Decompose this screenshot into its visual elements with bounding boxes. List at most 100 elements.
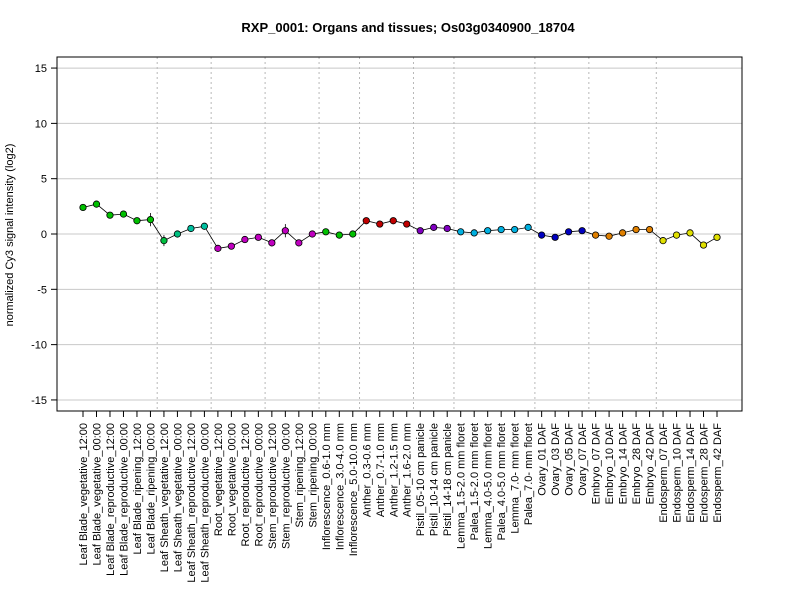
data-point-33: [524, 223, 532, 231]
data-point-32: [511, 225, 519, 234]
group-separators: [156, 57, 657, 411]
data-point-21: [362, 217, 370, 225]
x-tick-label-3: Leaf Blade_reproductive_00:00: [118, 423, 130, 576]
data-point-24: [403, 220, 411, 228]
x-tick-label-18: Inflorescence_0.6-1.0 mm: [321, 423, 333, 550]
data-point-12: [241, 235, 249, 244]
data-point-1: [92, 200, 101, 208]
y-tick-label-5: 10: [35, 118, 47, 130]
data-point-15: [281, 227, 289, 235]
y-tick-label-6: 15: [35, 63, 47, 75]
data-point-26: [430, 223, 438, 231]
data-point-19: [335, 231, 343, 239]
x-tick-label-7: Leaf Sheath_vegetative_00:00: [172, 423, 184, 572]
x-tick-label-23: Anther_1.2-1.5 mm: [388, 423, 400, 517]
x-tick-label-33: Palea_7.0- mm floret: [523, 423, 535, 525]
data-point-34: [538, 231, 546, 239]
x-tick-label-9: Leaf Sheath_reproductive_00:00: [199, 423, 211, 583]
x-tick-label-41: Embryo_28 DAF: [631, 423, 643, 505]
data-point-7: [173, 230, 182, 238]
x-tick-label-13: Root_reproductive_00:00: [253, 423, 265, 547]
data-point-10: [214, 244, 222, 252]
data-point-43: [659, 237, 667, 245]
x-tick-label-27: Pistil_14-18 cm panicle: [442, 423, 454, 536]
x-tick-label-22: Anther_0.7-1.0 mm: [375, 423, 387, 517]
data-point-6: [160, 237, 168, 245]
x-tick-label-16: Stem_ripening_12:00: [294, 423, 306, 528]
data-point-3: [119, 210, 128, 218]
x-tick-label-11: Root_vegetative_00:00: [226, 423, 238, 536]
series-line: [82, 203, 718, 249]
x-tick-label-25: Pistil_05-10 cm panicle: [415, 423, 427, 536]
data-point-47: [713, 233, 721, 241]
x-tick-label-30: Lemma_4.0-5.0 mm floret: [483, 423, 495, 549]
data-point-20: [349, 230, 357, 238]
x-tick-label-44: Endosperm_10 DAF: [672, 423, 684, 523]
y-tick-label-3: 0: [41, 229, 47, 241]
x-tick-label-21: Anther_0.3-0.6 mm: [361, 423, 373, 517]
x-tick-label-46: Endosperm_28 DAF: [699, 423, 711, 523]
grid: [57, 67, 742, 401]
x-tick-label-10: Root_vegetative_12:00: [213, 423, 225, 536]
data-point-45: [686, 229, 694, 237]
data-point-11: [227, 242, 235, 250]
x-tick-label-34: Ovary_01 DAF: [537, 423, 549, 496]
data-point-27: [443, 224, 451, 233]
data-point-37: [578, 227, 586, 235]
y-tick-label-0: -15: [31, 395, 47, 407]
data-point-18: [322, 228, 330, 236]
x-tick-label-45: Endosperm_14 DAF: [685, 423, 697, 523]
data-point-28: [457, 228, 465, 236]
y-axis: -15 -10 -5 0 5 10 15: [31, 63, 57, 407]
x-tick-label-19: Inflorescence_3.0-4.0 mm: [334, 423, 346, 550]
data-point-36: [565, 228, 573, 236]
x-tick-label-20: Inflorescence_5.0-10.0 mm: [348, 423, 360, 556]
x-tick-label-31: Palea_4.0-5.0 mm floret: [496, 423, 508, 540]
x-tick-label-2: Leaf Blade_reproductive_12:00: [105, 423, 117, 576]
x-tick-label-28: Lemma_1.5-2.0 mm floret: [456, 423, 468, 549]
x-tick-label-38: Embryo_07 DAF: [591, 423, 603, 505]
x-tick-label-24: Anther_1.6-2.0 mm: [402, 423, 414, 517]
data-point-25: [416, 227, 424, 235]
x-tick-label-0: Leaf Blade_vegetative_12:00: [78, 423, 90, 566]
data-point-0: [79, 203, 87, 212]
x-tick-label-5: Leaf Blade_ripening_00:00: [145, 423, 157, 555]
data-point-44: [672, 231, 681, 239]
data-point-23: [389, 217, 397, 225]
y-axis-label: normalized Cy3 signal intensity (log2): [4, 144, 16, 327]
data-point-35: [551, 233, 559, 241]
data-point-29: [470, 229, 478, 237]
x-tick-label-35: Ovary_03 DAF: [550, 423, 562, 496]
x-tick-label-42: Embryo_42 DAF: [645, 423, 657, 505]
data-point-40: [618, 229, 627, 237]
chart-title: RXP_0001: Organs and tissues; Os03g03409…: [241, 20, 575, 35]
x-tick-label-14: Stem_reproductive_12:00: [267, 423, 279, 549]
x-tick-label-43: Endosperm_07 DAF: [658, 423, 670, 523]
x-tick-label-39: Embryo_10 DAF: [604, 423, 616, 505]
x-tick-label-29: Palea_1.5-2.0 mm floret: [469, 423, 481, 540]
data-point-39: [605, 232, 613, 240]
x-tick-label-1: Leaf Blade_vegetative_00:00: [91, 423, 103, 566]
data-point-30: [484, 227, 492, 235]
x-tick-label-17: Stem_ripening_00:00: [307, 423, 319, 528]
data-point-13: [254, 233, 262, 241]
data-point-2: [106, 211, 114, 219]
x-tick-label-26: Pistil_10-14 cm panicle: [429, 423, 441, 536]
data-point-22: [376, 220, 384, 228]
data-point-17: [308, 230, 316, 238]
x-tick-label-6: Leaf Sheath_vegetative_12:00: [159, 423, 171, 572]
y-tick-label-4: 5: [41, 174, 47, 186]
y-tick-label-1: -10: [31, 340, 47, 352]
data-point-42: [645, 225, 654, 234]
data-point-8: [187, 224, 195, 233]
data-point-14: [268, 239, 276, 247]
x-tick-label-47: Endosperm_42 DAF: [712, 423, 724, 523]
data-point-46: [699, 241, 708, 249]
x-tick-label-8: Leaf Sheath_reproductive_12:00: [186, 423, 198, 583]
x-tick-label-4: Leaf Blade_ripening_12:00: [132, 423, 144, 555]
data-point-5: [146, 216, 155, 224]
data-point-38: [591, 231, 600, 239]
data-point-31: [497, 225, 505, 234]
y-tick-label-2: -5: [37, 284, 47, 296]
